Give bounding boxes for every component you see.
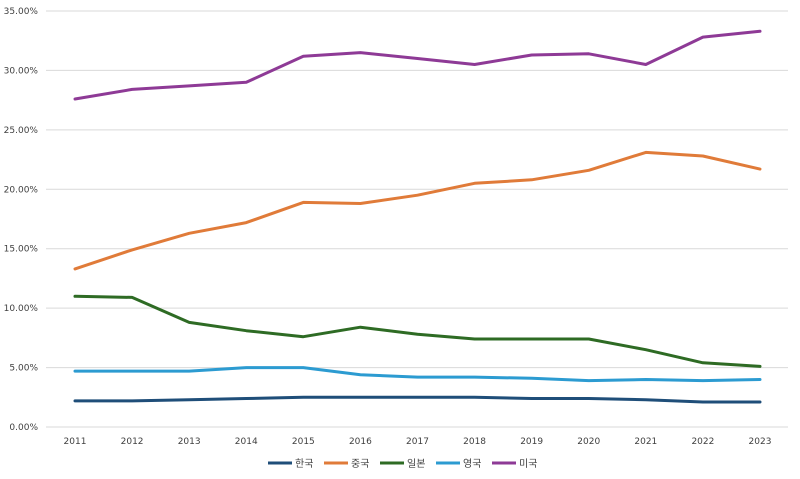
legend-label: 한국 bbox=[295, 458, 313, 470]
x-tick-label: 2023 bbox=[749, 437, 772, 447]
legend-label: 미국 bbox=[519, 458, 537, 470]
series-line-영국 bbox=[73, 366, 762, 383]
series-lines bbox=[73, 29, 762, 404]
x-tick-label: 2020 bbox=[577, 437, 600, 447]
x-tick-label: 2022 bbox=[691, 437, 714, 447]
series-line-중국 bbox=[73, 150, 762, 271]
y-tick-label: 10.00% bbox=[4, 304, 39, 314]
x-tick-label: 2021 bbox=[634, 437, 657, 447]
y-tick-label: 30.00% bbox=[4, 66, 39, 76]
legend: 한국 중국 일본 영국 미국 bbox=[268, 458, 537, 470]
y-tick-label: 0.00% bbox=[9, 423, 38, 433]
y-axis-tick-labels: 0.00% 5.00% 10.00% 15.00% 20.00% 25.00% 30.00%… bbox=[4, 7, 39, 433]
x-tick-label: 2019 bbox=[520, 437, 543, 447]
y-tick-label: 20.00% bbox=[4, 185, 39, 195]
legend-label: 일본 bbox=[407, 458, 425, 470]
legend-label: 영국 bbox=[463, 458, 481, 470]
y-tick-label: 35.00% bbox=[4, 7, 39, 17]
x-tick-label: 2012 bbox=[121, 437, 144, 447]
y-tick-label: 15.00% bbox=[4, 245, 39, 255]
series-line-한국 bbox=[73, 395, 762, 404]
x-axis-tick-labels: 2011 2012 2013 2014 2015 2016 2017 2018 2019 2020… bbox=[64, 437, 772, 447]
series-line-일본 bbox=[73, 294, 762, 368]
x-tick-label: 2018 bbox=[463, 437, 486, 447]
x-tick-label: 2017 bbox=[406, 437, 429, 447]
legend-label: 중국 bbox=[351, 458, 369, 470]
x-tick-label: 2011 bbox=[64, 437, 87, 447]
y-tick-label: 5.00% bbox=[9, 364, 38, 374]
y-tick-label: 25.00% bbox=[4, 126, 39, 136]
gridlines bbox=[46, 10, 788, 428]
x-tick-label: 2014 bbox=[235, 437, 258, 447]
x-tick-label: 2015 bbox=[292, 437, 315, 447]
x-tick-label: 2013 bbox=[178, 437, 201, 447]
x-tick-label: 2016 bbox=[349, 437, 372, 447]
series-line-미국 bbox=[73, 29, 762, 101]
